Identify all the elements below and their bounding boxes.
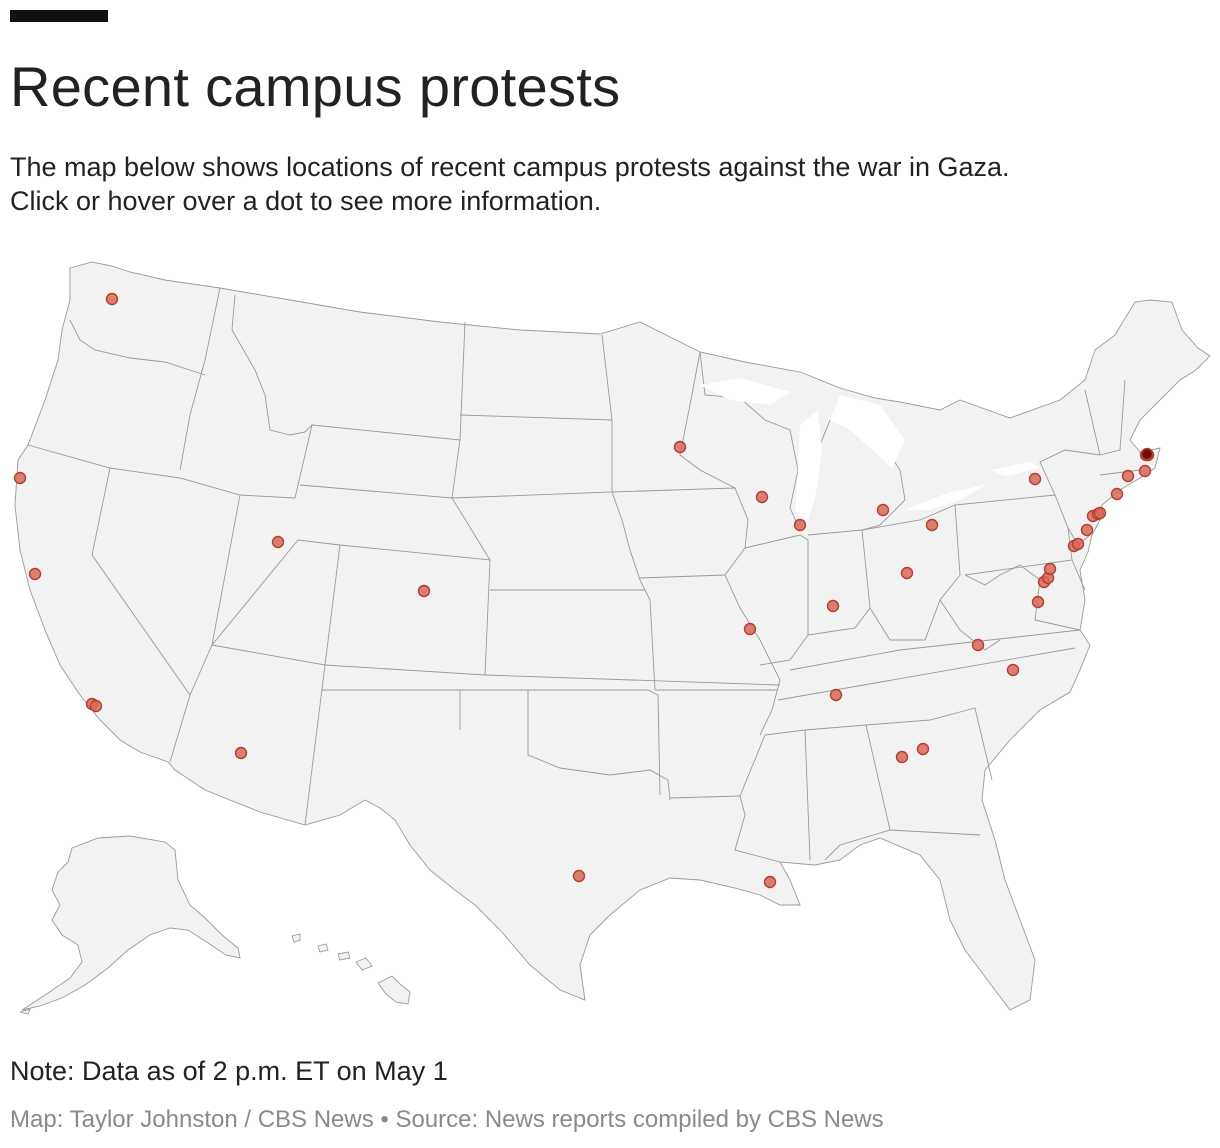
- description-line-2: Click or hover over a dot to see more in…: [10, 186, 602, 216]
- protest-dot[interactable]: [829, 688, 843, 702]
- data-note: Note: Data as of 2 p.m. ET on May 1: [10, 1056, 448, 1086]
- protest-dot[interactable]: [28, 567, 42, 581]
- protest-dot[interactable]: [572, 869, 586, 883]
- us-map-svg: [13, 261, 1211, 1015]
- protest-dot[interactable]: [1121, 469, 1135, 483]
- protest-dot[interactable]: [971, 638, 985, 652]
- page-description: The map below shows locations of recent …: [10, 150, 1210, 218]
- protest-dot[interactable]: [1140, 447, 1154, 461]
- page-title: Recent campus protests: [10, 55, 621, 118]
- protest-dots: [13, 292, 1155, 889]
- protest-dot[interactable]: [105, 292, 119, 306]
- protest-dot[interactable]: [1028, 472, 1042, 486]
- protest-dot[interactable]: [1093, 506, 1107, 520]
- state-hawaii: [291, 933, 411, 1005]
- protest-dot[interactable]: [900, 566, 914, 580]
- source-credit: Map: Taylor Johnston / CBS News • Source…: [10, 1106, 884, 1133]
- protest-dot[interactable]: [925, 518, 939, 532]
- protest-dot[interactable]: [1080, 523, 1094, 537]
- contiguous-us: [14, 261, 1211, 1011]
- protest-dot[interactable]: [89, 699, 103, 713]
- protest-dot[interactable]: [1043, 562, 1057, 576]
- protest-dot[interactable]: [234, 746, 248, 760]
- protest-dot[interactable]: [743, 622, 757, 636]
- us-map: [0, 245, 1220, 1035]
- protest-dot[interactable]: [895, 750, 909, 764]
- protest-dot[interactable]: [1110, 487, 1124, 501]
- accent-bar: [10, 10, 108, 22]
- alaska-island: [18, 1008, 31, 1015]
- protest-dot[interactable]: [271, 535, 285, 549]
- state-alaska: [21, 835, 241, 1011]
- protest-dot[interactable]: [755, 490, 769, 504]
- state-borders: [27, 287, 1141, 863]
- protest-dot[interactable]: [826, 599, 840, 613]
- protest-dot[interactable]: [876, 503, 890, 517]
- protest-dot[interactable]: [673, 440, 687, 454]
- protest-dot[interactable]: [916, 742, 930, 756]
- protest-dot[interactable]: [793, 518, 807, 532]
- protest-dot[interactable]: [763, 875, 777, 889]
- great-lakes: [700, 378, 1040, 528]
- protest-dot[interactable]: [1006, 663, 1020, 677]
- protest-dot[interactable]: [13, 471, 27, 485]
- description-line-1: The map below shows locations of recent …: [10, 152, 1010, 182]
- protest-dot[interactable]: [417, 584, 431, 598]
- protest-dot[interactable]: [1071, 537, 1085, 551]
- protest-dot[interactable]: [1138, 464, 1152, 478]
- protest-dot[interactable]: [1031, 595, 1045, 609]
